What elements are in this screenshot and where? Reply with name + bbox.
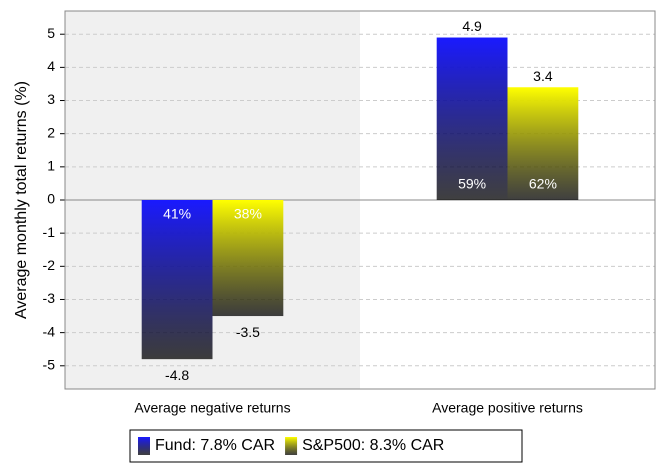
y-tick-label: 3	[47, 91, 55, 107]
y-tick-label: -2	[43, 257, 56, 273]
y-axis-title: Average monthly total returns (%)	[13, 81, 30, 319]
inner-label: 38%	[234, 206, 262, 222]
x-tick-label: Average negative returns	[134, 400, 290, 416]
inner-label: 62%	[529, 176, 557, 192]
inner-label: 59%	[458, 176, 486, 192]
y-tick-label: -1	[43, 224, 56, 240]
value-label: 4.9	[462, 18, 482, 34]
y-tick-label: 2	[47, 124, 55, 140]
x-tick-label: Average positive returns	[432, 400, 583, 416]
bar	[212, 200, 284, 317]
y-tick-label: 1	[47, 158, 55, 174]
plot-frame	[64, 10, 656, 390]
legend-label: S&P500: 8.3% CAR	[302, 437, 444, 454]
value-label: -4.8	[165, 367, 189, 383]
value-label: -3.5	[236, 324, 260, 340]
y-tick-label: 0	[47, 191, 55, 207]
y-tick-label: -4	[43, 323, 56, 339]
inner-label: 41%	[163, 206, 191, 222]
y-tick-label: 4	[47, 58, 55, 74]
legend-swatch	[138, 437, 150, 455]
y-tick-label: -5	[43, 356, 56, 372]
bar	[436, 37, 508, 200]
legend-label: Fund: 7.8% CAR	[155, 437, 275, 454]
value-label: 3.4	[533, 68, 553, 84]
legend-box	[129, 429, 523, 463]
y-tick-label: 5	[47, 25, 55, 41]
bar	[507, 87, 579, 200]
y-tick-label: -3	[43, 290, 56, 306]
legend-swatch	[285, 437, 298, 455]
bar	[141, 200, 213, 360]
